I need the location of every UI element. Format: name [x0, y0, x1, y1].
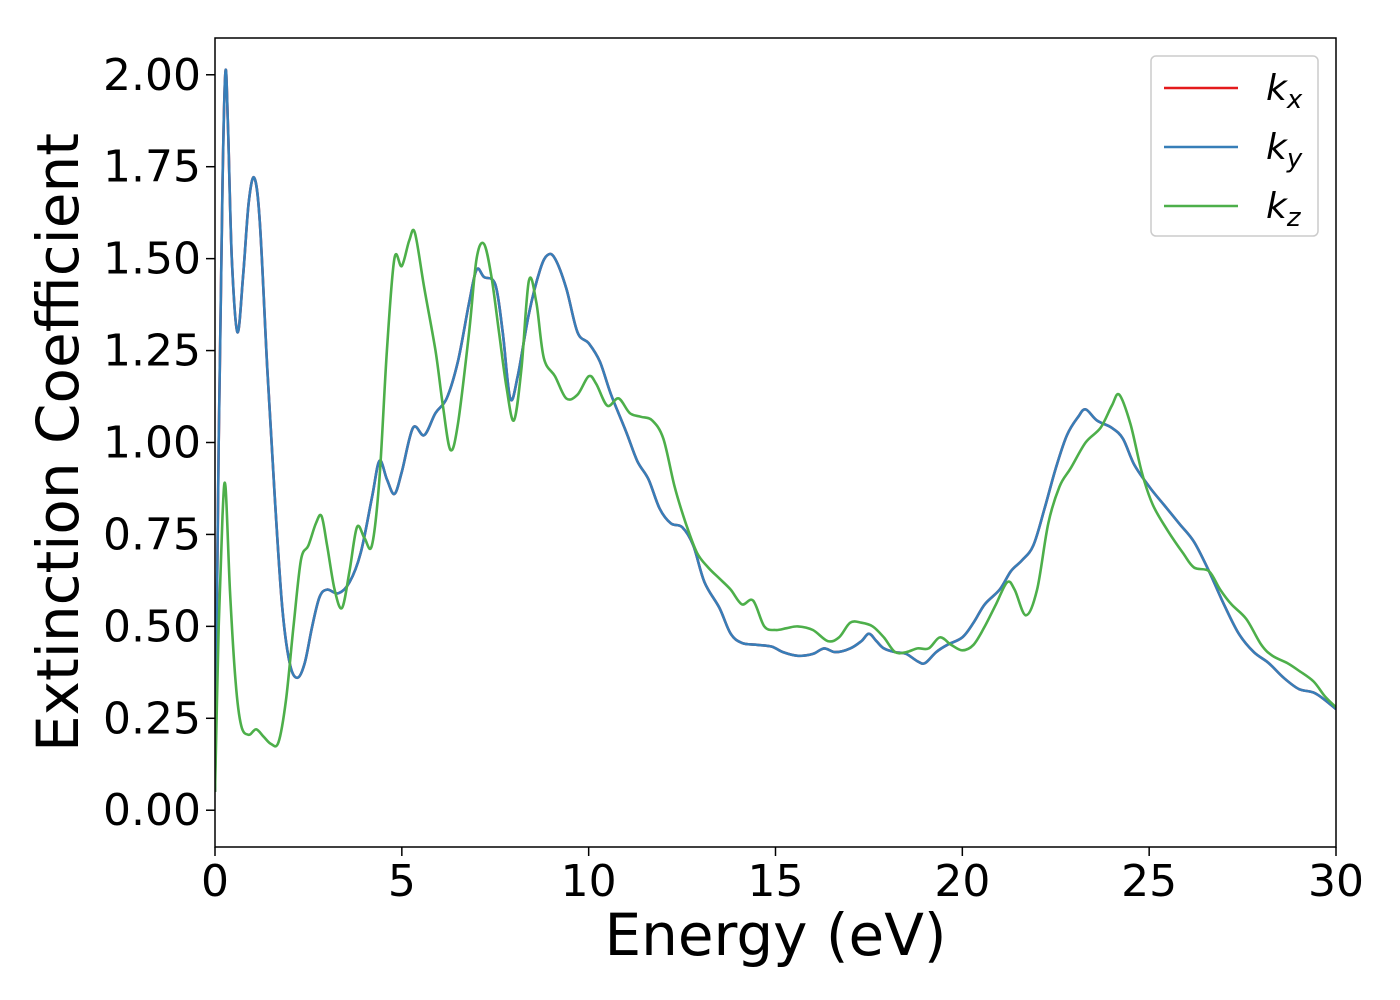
- series-layer: [215, 68, 1336, 792]
- x-tick-label: 5: [388, 856, 416, 907]
- y-tick-label: 2.00: [103, 50, 201, 101]
- y-tick-label: 0.75: [103, 509, 201, 560]
- series-line-kz: [215, 228, 1336, 792]
- x-tick-label: 10: [561, 856, 617, 907]
- legend-label-kx: kx: [1266, 68, 1303, 115]
- x-tick-label: 0: [201, 856, 229, 907]
- legend: kx ky kz: [1150, 55, 1319, 237]
- x-tick-label: 15: [748, 856, 804, 907]
- series-line-ky: [215, 68, 1336, 792]
- y-tick-label: 1.25: [103, 326, 201, 377]
- y-tick-label: 1.75: [103, 142, 201, 193]
- y-axis: 0.00 0.25 0.50 0.75 1.00 1.25 1.50 1.75 2.00: [103, 50, 215, 836]
- legend-label-ky: ky: [1266, 127, 1303, 174]
- y-tick-label: 1.00: [103, 418, 201, 469]
- y-tick-label: 0.25: [103, 693, 201, 744]
- y-tick-label: 0.50: [103, 601, 201, 652]
- x-axis-label: Energy (eV): [604, 901, 946, 969]
- y-tick-label: 0.00: [103, 785, 201, 836]
- legend-label-kz: kz: [1266, 186, 1302, 233]
- y-tick-label: 1.50: [103, 234, 201, 285]
- x-tick-label: 20: [934, 856, 990, 907]
- y-axis-label: Extinction Coefficient: [24, 133, 92, 752]
- x-tick-label: 25: [1121, 856, 1177, 907]
- x-axis: 0 5 10 15 20 25 30: [201, 847, 1364, 907]
- x-tick-label: 30: [1308, 856, 1364, 907]
